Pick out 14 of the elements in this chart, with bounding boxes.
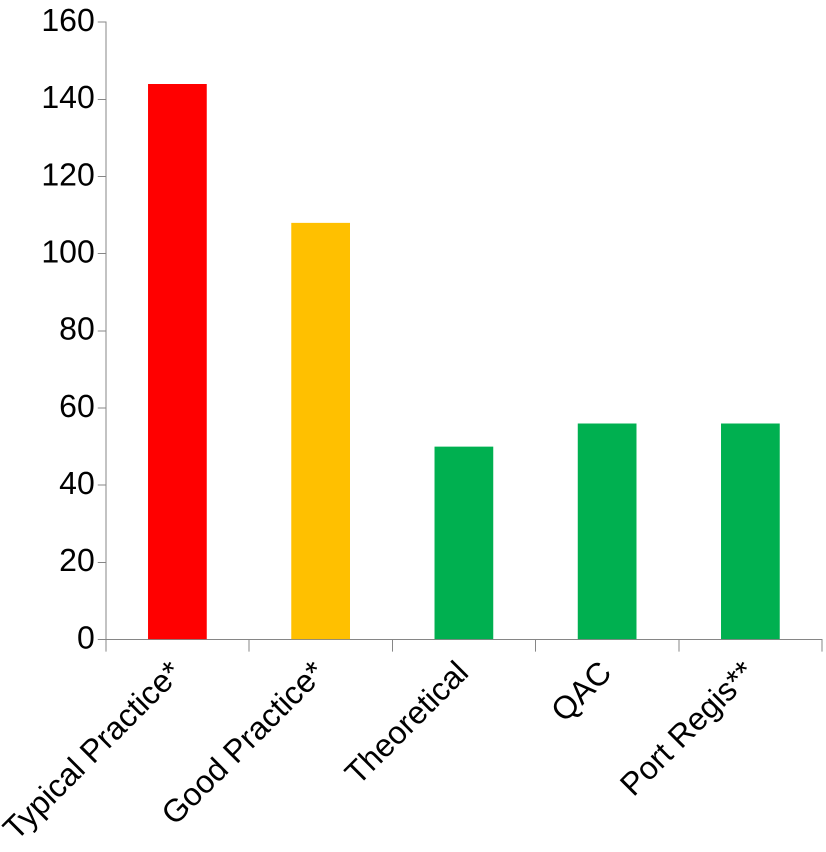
- y-tick-label: 20: [59, 542, 95, 578]
- y-tick-label: 60: [59, 388, 95, 424]
- y-tick-label: 40: [59, 465, 95, 502]
- y-tick-label: 160: [41, 2, 95, 38]
- bar: [434, 446, 494, 640]
- bar: [578, 424, 636, 640]
- y-tick-label: 120: [41, 156, 95, 192]
- y-tick-label: 140: [41, 79, 95, 116]
- y-tick-label: 100: [41, 234, 95, 270]
- bar: [148, 84, 207, 640]
- y-tick-label: 0: [76, 619, 95, 656]
- bar: [291, 222, 350, 640]
- bar: [721, 424, 780, 640]
- y-tick-label: 80: [59, 310, 95, 347]
